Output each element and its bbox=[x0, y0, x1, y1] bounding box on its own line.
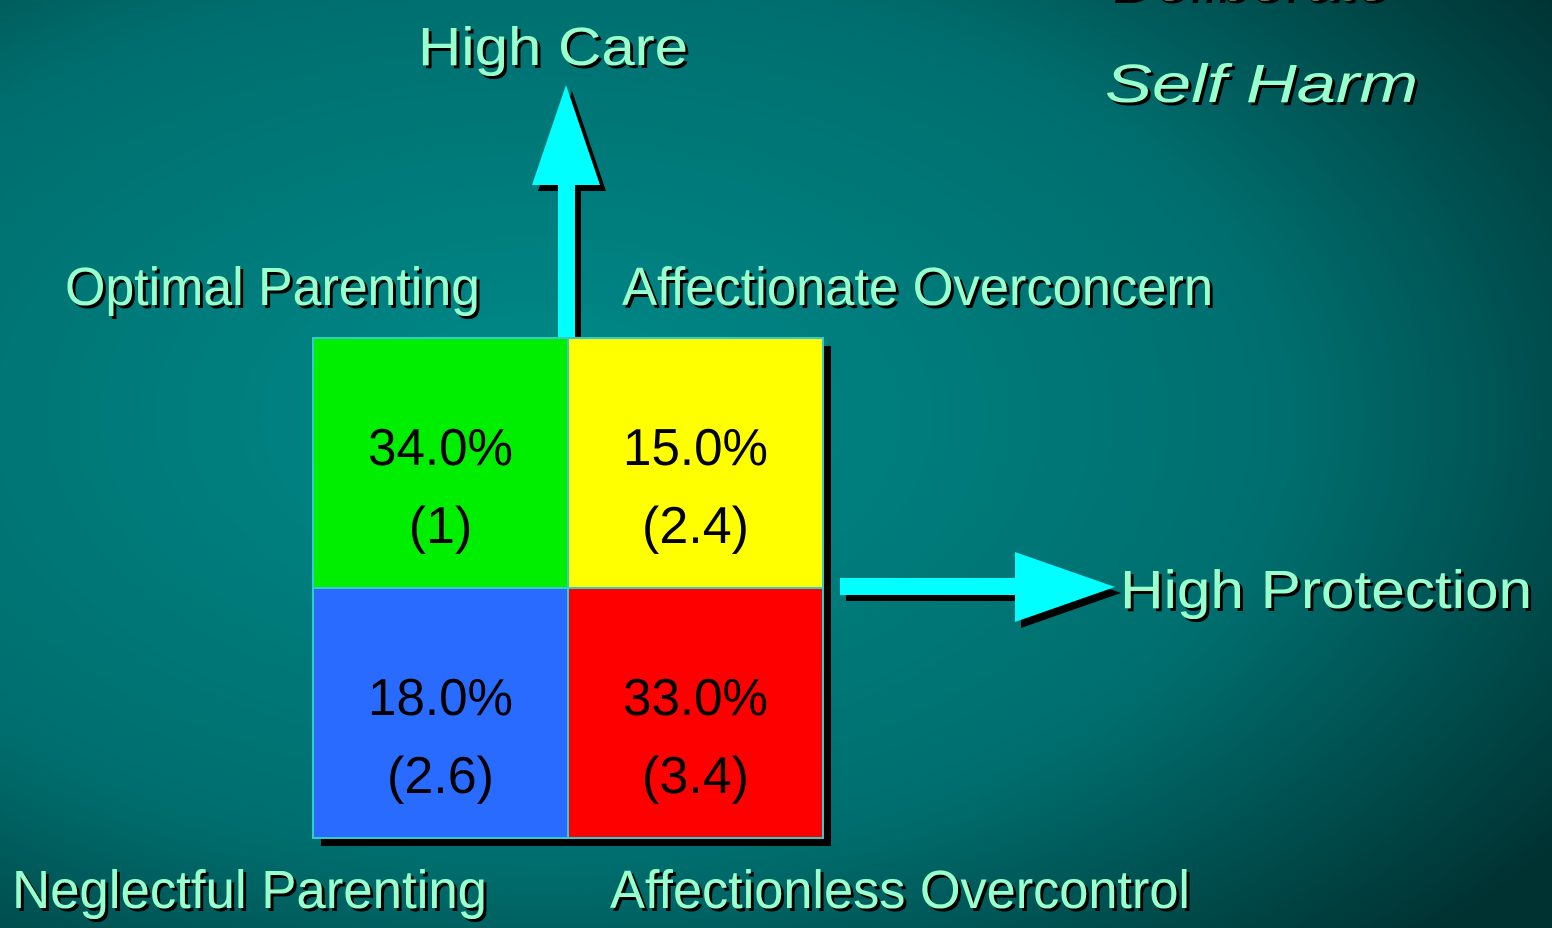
cell-percent: 15.0% bbox=[623, 419, 768, 477]
cell-percent: 33.0% bbox=[623, 669, 768, 727]
cell bbox=[312, 337, 569, 589]
cell bbox=[567, 587, 824, 839]
cell-ratio: (1) bbox=[409, 497, 473, 555]
quadrant-label: Neglectful Parenting bbox=[12, 860, 487, 920]
title-line2: Self Harm bbox=[1105, 54, 1418, 114]
cell-ratio: (2.4) bbox=[642, 497, 749, 555]
grid: 34.0% (1) 15.0% (2.4) 18.0% (2.6) 33.0% (3.4) bbox=[312, 337, 824, 839]
cell-percent: 18.0% bbox=[368, 669, 513, 727]
vertical-arrow bbox=[532, 85, 606, 344]
title-line1: Deliberate bbox=[1110, 0, 1390, 12]
horizontal-axis-label: High Protection bbox=[1120, 560, 1532, 620]
cell bbox=[567, 337, 824, 589]
cell-ratio: (2.6) bbox=[387, 747, 494, 805]
horizontal-arrow bbox=[840, 552, 1121, 628]
cell bbox=[312, 587, 569, 839]
quadrant-label: Optimal Parenting bbox=[65, 257, 480, 317]
cell-ratio: (3.4) bbox=[642, 747, 749, 805]
cell-percent: 34.0% bbox=[368, 419, 513, 477]
quadrant-label: Affectionate Overconcern bbox=[622, 257, 1213, 317]
quadrant-label: Affectionless Overcontrol bbox=[610, 860, 1190, 920]
vertical-axis-label: High Care bbox=[418, 17, 688, 77]
